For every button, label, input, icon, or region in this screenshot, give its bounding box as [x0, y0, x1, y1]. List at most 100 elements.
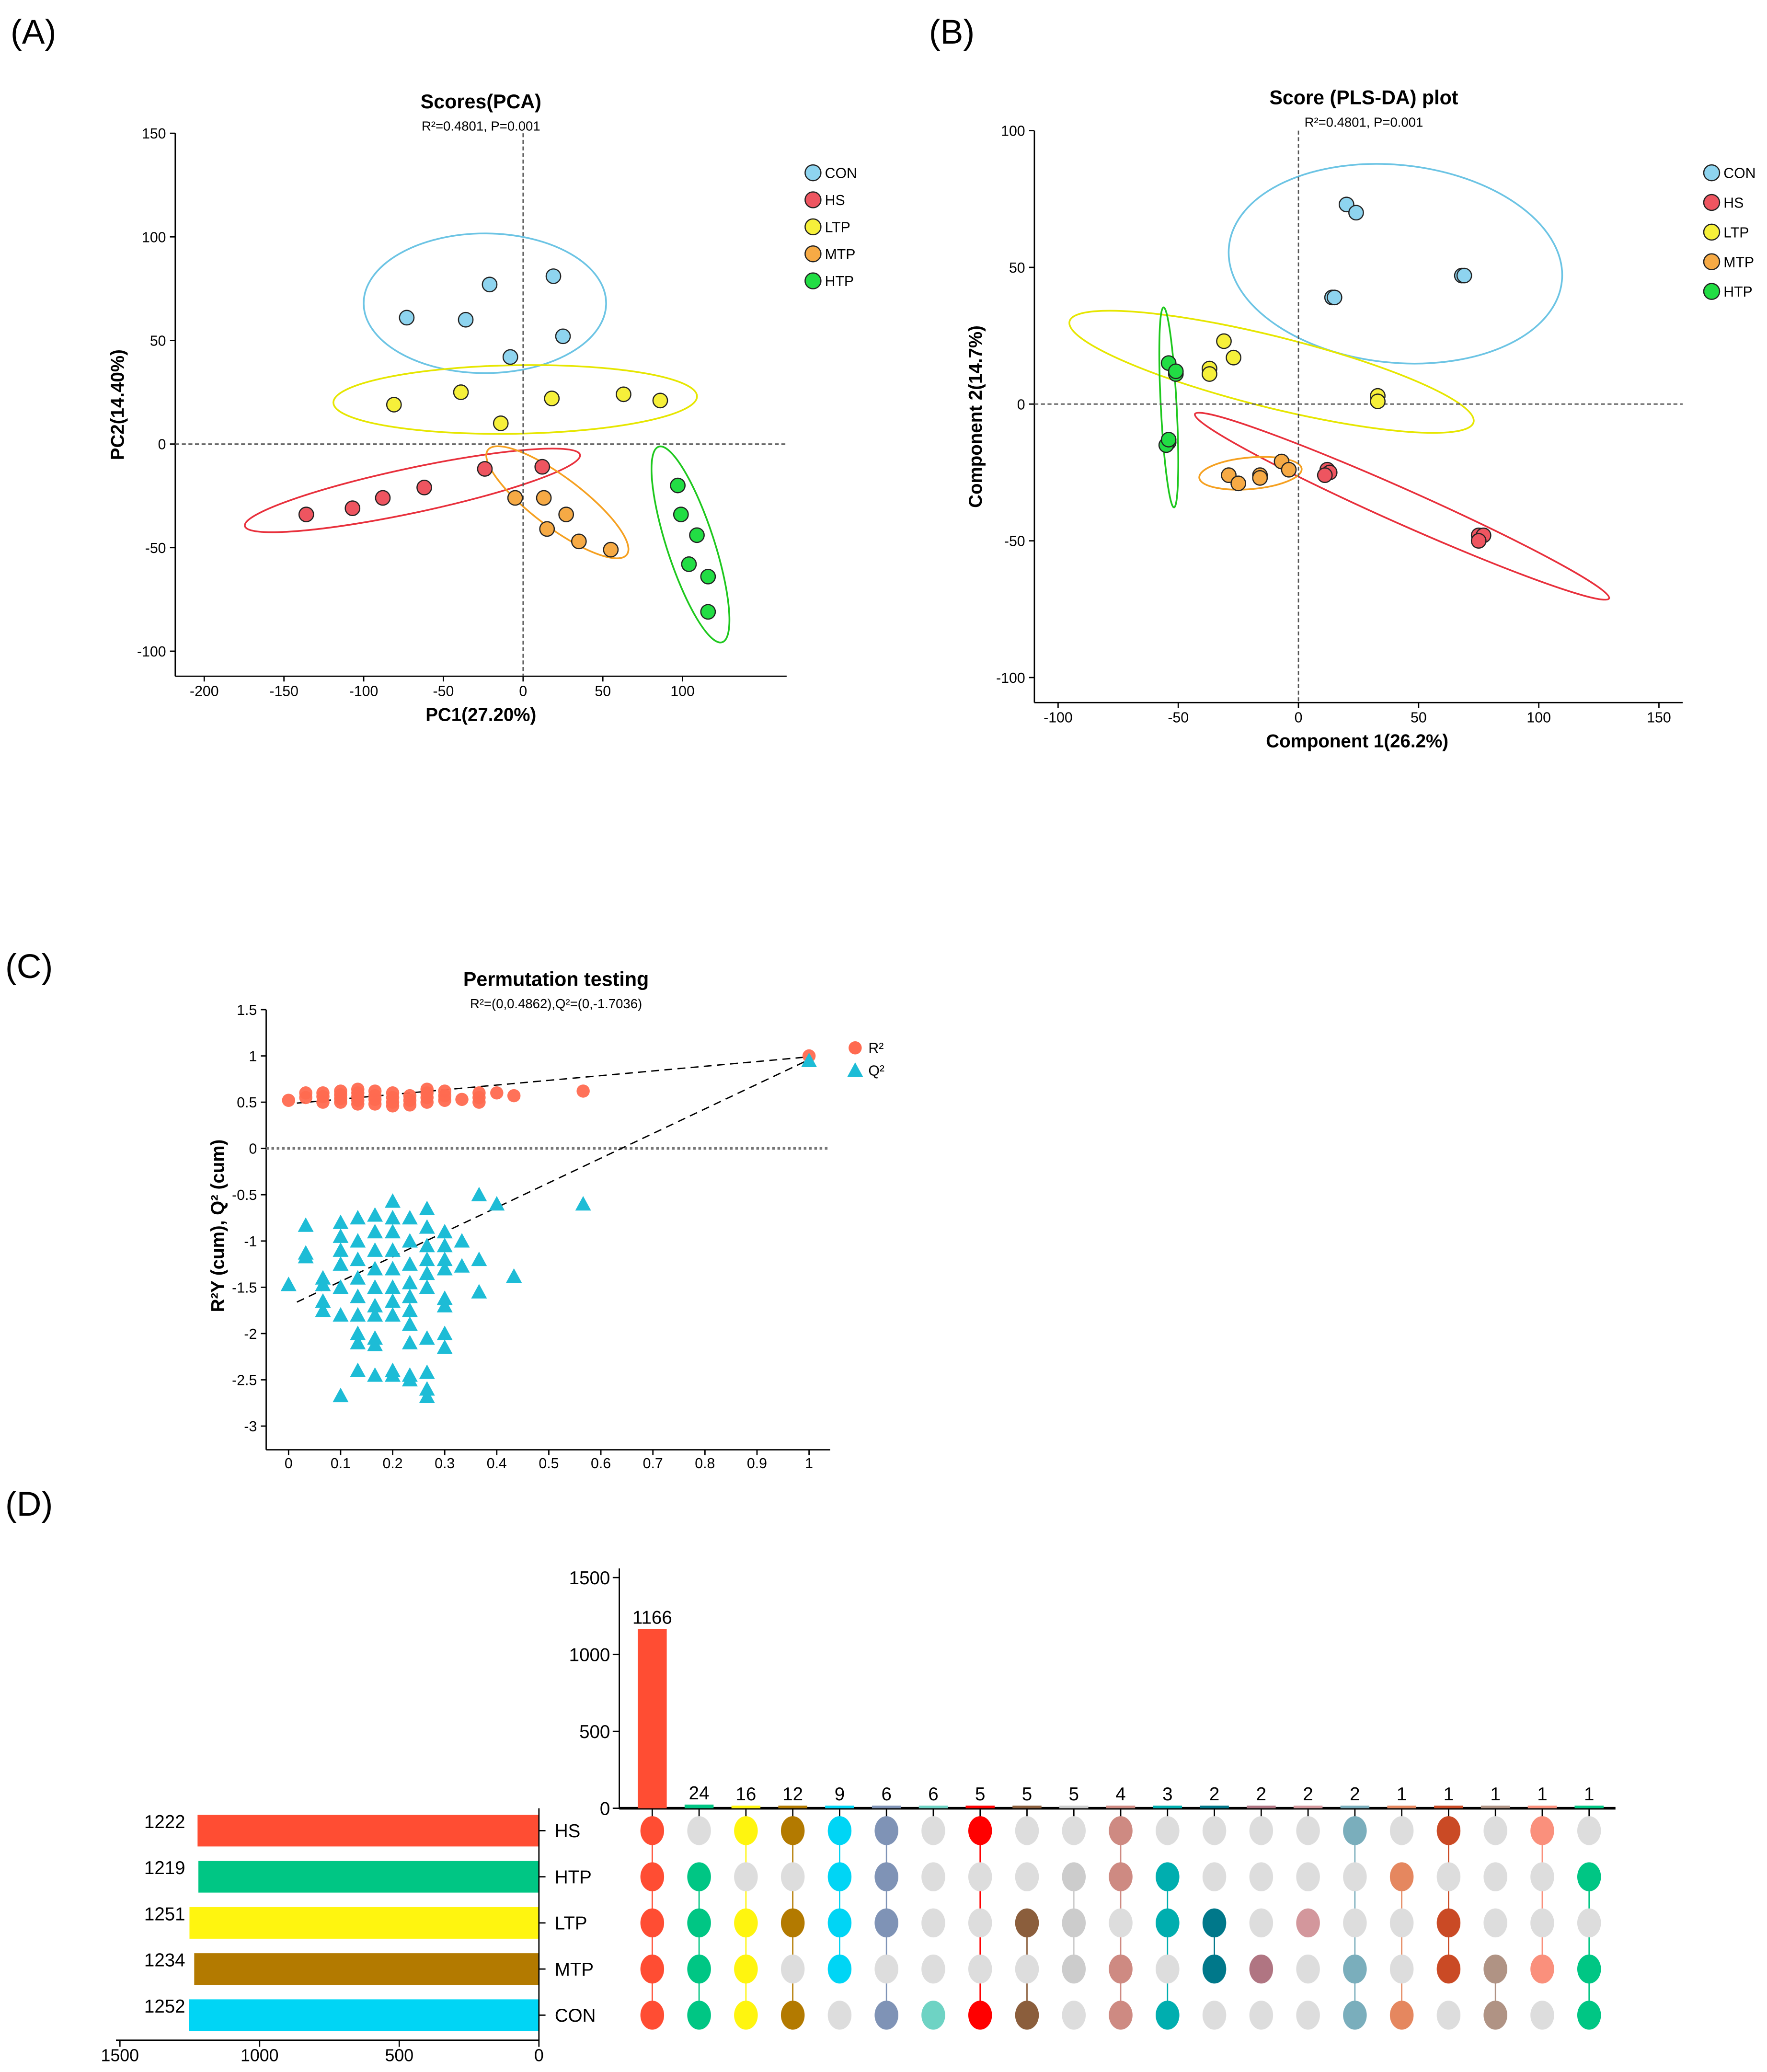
intersection-bar: [731, 1806, 761, 1808]
membership-dot-inactive: [1249, 1908, 1274, 1938]
data-point: [367, 1223, 383, 1239]
set-size-bar: [189, 1999, 539, 2031]
data-point: [419, 1200, 435, 1215]
y-tick-label: 1500: [569, 1568, 610, 1589]
membership-dot-inactive: [968, 1954, 992, 1984]
membership-dot-active: [780, 2001, 805, 2030]
data-point: [507, 1089, 521, 1103]
membership-dot-active: [1436, 1816, 1461, 1845]
legend-label: Q²: [868, 1063, 884, 1079]
data-point: [315, 1302, 331, 1317]
y-axis-label: R²Y (cum), Q² (cum): [208, 1140, 229, 1312]
y-tick-label: -3: [244, 1419, 257, 1435]
data-point: [700, 568, 716, 585]
x-tick-label: 0.5: [539, 1456, 559, 1472]
data-point: [1168, 363, 1184, 380]
set-size-label: 1234: [144, 1950, 185, 1971]
legend-item: CON: [804, 164, 857, 182]
membership-dot-inactive: [921, 1862, 945, 1891]
data-point: [436, 1261, 453, 1276]
membership-dot-active: [734, 1908, 758, 1938]
membership-dot-active: [1343, 1816, 1367, 1845]
y-tick-label: -2.5: [232, 1372, 257, 1388]
x-tick-label: -100: [349, 683, 379, 699]
data-point: [493, 415, 509, 431]
intersection-bar: [918, 1806, 948, 1808]
y-tick-label: 100: [1001, 124, 1025, 139]
data-point: [282, 1094, 296, 1107]
chart-title: Permutation testing: [463, 968, 649, 990]
membership-dot-active: [1389, 2001, 1414, 2030]
series-r: [282, 1049, 816, 1113]
data-point: [402, 1256, 418, 1271]
membership-dot-inactive: [1249, 1862, 1274, 1891]
data-point: [315, 1277, 331, 1291]
data-point: [436, 1251, 453, 1266]
intersection-count-label: 4: [1115, 1784, 1125, 1805]
data-point: [507, 490, 523, 506]
membership-dot-inactive: [1062, 2001, 1086, 2030]
data-point: [419, 1265, 435, 1280]
y-tick-label: 0: [249, 1141, 257, 1157]
membership-dot-inactive: [921, 1816, 945, 1845]
intersection-count-label: 1: [1444, 1784, 1454, 1805]
data-point: [1252, 470, 1268, 486]
x-tick-label: -200: [190, 683, 219, 699]
intersection-count-label: 6: [928, 1784, 938, 1805]
y-axis-label: Component 2(14.7%): [965, 325, 986, 508]
membership-dot-inactive: [1343, 1908, 1367, 1938]
membership-dot-inactive: [827, 2001, 852, 2030]
data-point: [298, 506, 314, 522]
intersection-count-label: 5: [1022, 1784, 1032, 1805]
legend-marker: [1703, 253, 1721, 271]
data-point: [700, 604, 716, 620]
data-point: [1160, 432, 1177, 448]
data-point: [375, 490, 391, 506]
data-point: [368, 1084, 382, 1098]
data-point: [402, 1233, 418, 1248]
y-tick-label: -1.5: [232, 1280, 257, 1296]
panel-label-b: (B): [929, 13, 975, 51]
legend-marker: [1703, 283, 1721, 300]
chart-subtitle: R²=0.4801, P=0.001: [422, 119, 540, 134]
y-tick-label: 100: [142, 230, 166, 245]
series-mtp: [507, 490, 619, 558]
data-point: [350, 1335, 366, 1349]
chart-title: Score (PLS-DA) plot: [1269, 87, 1458, 109]
data-point: [351, 1082, 365, 1096]
intersection-count-label: 5: [1069, 1784, 1079, 1805]
membership-dot-inactive: [1296, 1862, 1320, 1891]
data-point: [350, 1362, 366, 1377]
y-tick-label: -100: [996, 670, 1025, 686]
membership-dot-active: [968, 1816, 992, 1845]
set-name-label: LTP: [555, 1913, 587, 1934]
membership-dot-inactive: [1156, 1816, 1180, 1845]
legend-item: LTP: [804, 218, 850, 235]
intersection-bar: [872, 1806, 901, 1808]
intersection-count-label: 2: [1256, 1784, 1266, 1805]
membership-dot-active: [1389, 1862, 1414, 1891]
y-tick-label: -100: [137, 644, 166, 660]
membership-dot-inactive: [921, 1908, 945, 1938]
data-point: [1348, 205, 1364, 221]
membership-dot-inactive: [1530, 1862, 1554, 1891]
legend-item: CON: [1703, 164, 1756, 182]
data-point: [403, 1089, 417, 1103]
set-size-tick-label: 0: [534, 2046, 544, 2065]
data-point: [299, 1086, 312, 1100]
membership-dot-active: [780, 1816, 805, 1845]
chart-subtitle: R²=(0,0.4862),Q²=(0,-1.7036): [470, 996, 642, 1011]
ellipse-ltp: [1068, 310, 1475, 434]
membership-dot-inactive: [1530, 1908, 1554, 1938]
x-tick-label: 0.1: [331, 1456, 351, 1472]
legend-marker: [1703, 194, 1721, 211]
legend-label: LTP: [825, 219, 850, 235]
intersection-bar: [1387, 1806, 1416, 1808]
membership-dot-inactive: [1202, 1816, 1227, 1845]
data-point: [386, 1086, 400, 1100]
y-tick-label: 0: [158, 437, 166, 453]
x-tick-label: 100: [1526, 710, 1550, 725]
data-point: [454, 1233, 470, 1248]
y-tick-label: 50: [150, 333, 166, 349]
data-point: [603, 541, 619, 558]
